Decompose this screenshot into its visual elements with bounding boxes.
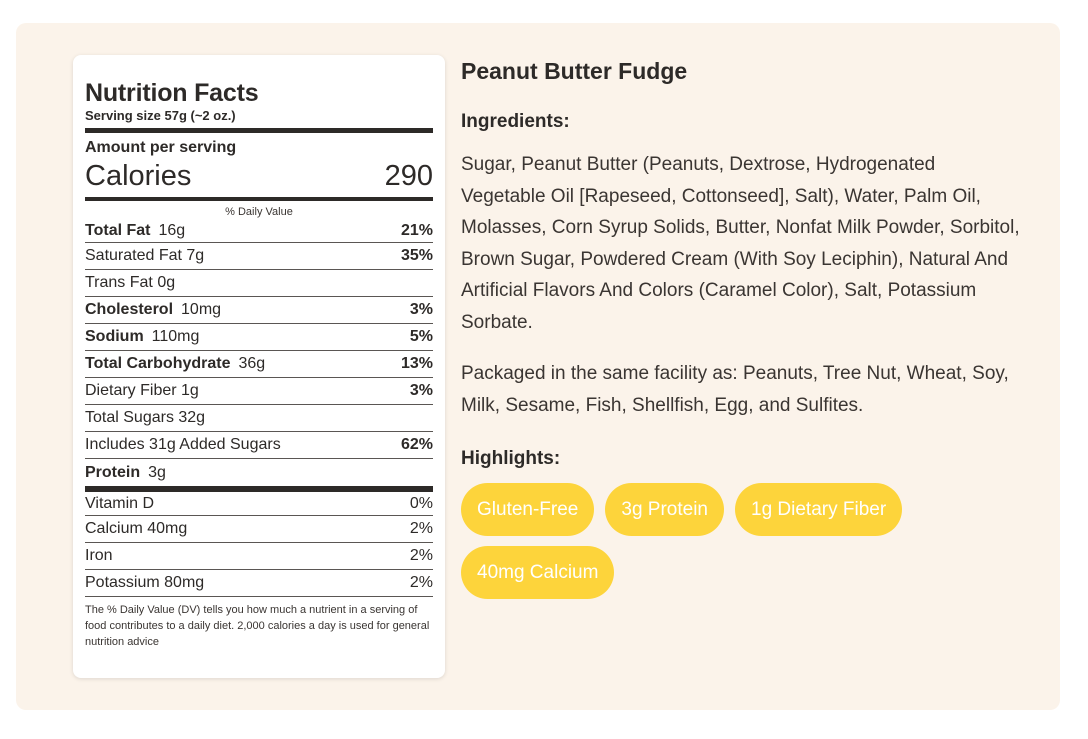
ingredients-text: Sugar, Peanut Butter (Peanuts, Dextrose,… [461, 154, 1020, 333]
nutrient-pct: 3% [409, 382, 433, 399]
vitamin-row-iron: Iron 2% [85, 543, 433, 570]
nutrient-name: Saturated Fat 7g [85, 247, 205, 264]
vitamin-pct: 2% [409, 574, 433, 591]
daily-value-header: % Daily Value [225, 206, 293, 218]
ingredients-label: Ingredients: [461, 111, 570, 132]
nutrient-row-protein: Protein 3g [85, 459, 433, 486]
nutrient-amount: 10mg [181, 301, 222, 318]
nutrient-row-added-sugars: Includes 31g Added Sugars 62% [85, 432, 433, 459]
nutrient-pct: 13% [400, 355, 433, 372]
nutrient-amount: 110mg [151, 328, 200, 345]
vitamin-name: Vitamin D [85, 494, 155, 512]
calories-value: 290 [384, 160, 433, 192]
nutrient-pct: 21% [400, 221, 433, 239]
divider-medium [85, 197, 433, 201]
highlight-chip-gluten-free: Gluten-Free [461, 483, 595, 536]
nutrient-pct: 5% [409, 328, 433, 345]
nutrient-pct: 35% [400, 247, 433, 264]
nutrition-facts-card: Nutrition Facts Serving size 57g (~2 oz.… [73, 55, 445, 678]
divider-thick [85, 128, 433, 133]
highlights-label: Highlights: [461, 448, 561, 469]
nutrient-name: Sodium [85, 328, 144, 345]
nutrient-name: Cholesterol [85, 301, 174, 318]
nutrient-name: Total Sugars 32g [85, 409, 206, 426]
amount-per-serving: Amount per serving [85, 139, 237, 156]
nutrient-row-total-fat: Total Fat 16g 21% [85, 219, 433, 243]
vitamin-name: Calcium 40mg [85, 520, 188, 537]
nutrient-pct: 3% [409, 301, 433, 318]
nutrient-row-total-sugars: Total Sugars 32g [85, 405, 433, 432]
vitamin-pct: 2% [409, 547, 433, 564]
nutrient-row-trans-fat: Trans Fat 0g [85, 270, 433, 297]
nutrient-name: Includes 31g Added Sugars [85, 436, 281, 453]
calories-row: Calories 290 [85, 159, 433, 193]
vitamin-pct: 0% [409, 494, 433, 512]
nutrient-name: Total Carbohydrate [85, 355, 231, 372]
nutrient-row-saturated-fat: Saturated Fat 7g 35% [85, 243, 433, 270]
nutrient-pct: 62% [400, 436, 433, 453]
highlights-list: Gluten-Free 3g Protein 1g Dietary Fiber … [461, 483, 941, 599]
vitamin-pct: 2% [409, 520, 433, 537]
vitamin-name: Potassium 80mg [85, 574, 205, 591]
nutrient-amount: 36g [238, 355, 266, 372]
nutrient-row-sodium: Sodium 110mg 5% [85, 324, 433, 351]
nutrient-amount: 16g [158, 221, 186, 239]
nutrient-name: Protein [85, 463, 141, 481]
nutrient-amount: 3g [148, 463, 166, 481]
highlight-chip-protein: 3g Protein [605, 483, 724, 536]
nutrition-facts-title: Nutrition Facts [85, 79, 259, 107]
vitamin-row-calcium: Calcium 40mg 2% [85, 516, 433, 543]
nutrient-row-dietary-fiber: Dietary Fiber 1g 3% [85, 378, 433, 405]
nutrient-row-cholesterol: Cholesterol 10mg 3% [85, 297, 433, 324]
product-title: Peanut Butter Fudge [461, 58, 688, 84]
nutrient-row-total-carbohydrate: Total Carbohydrate 36g 13% [85, 351, 433, 378]
nutrient-name: Trans Fat 0g [85, 274, 176, 291]
daily-value-footnote: The % Daily Value (DV) tells you how muc… [85, 604, 430, 648]
vitamin-name: Iron [85, 547, 113, 564]
serving-size: Serving size 57g (~2 oz.) [85, 108, 236, 123]
vitamin-row-vitamin-d: Vitamin D 0% [85, 492, 433, 516]
nutrient-name: Dietary Fiber 1g [85, 382, 199, 399]
highlight-chip-dietary-fiber: 1g Dietary Fiber [735, 483, 903, 536]
highlight-chip-calcium: 40mg Calcium [461, 546, 615, 599]
nutrient-name: Total Fat [85, 221, 151, 239]
product-details: Peanut Butter Fudge Ingredients: Sugar, … [461, 56, 1021, 599]
vitamin-row-potassium: Potassium 80mg 2% [85, 570, 433, 597]
facility-statement: Packaged in the same facility as: Peanut… [461, 363, 1009, 416]
calories-label: Calories [85, 160, 192, 192]
divider-heavy [85, 486, 433, 492]
